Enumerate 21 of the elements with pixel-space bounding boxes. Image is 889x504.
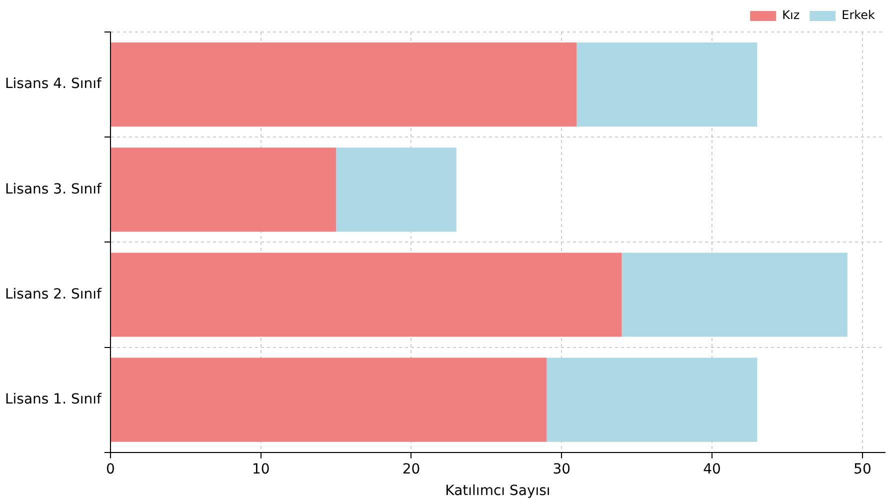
x-tick-label: 20 — [402, 461, 420, 478]
bar — [546, 358, 758, 442]
y-tick-label: Lisans 3. Sınıf — [4, 181, 103, 198]
legend-label: Kız — [782, 8, 800, 22]
bar — [110, 42, 577, 127]
y-tick-label: Lisans 1. Sınıf — [4, 391, 103, 408]
x-tick-label: 50 — [854, 461, 872, 478]
bar — [576, 42, 758, 127]
x-tick-label: 10 — [252, 461, 270, 478]
bar — [110, 252, 622, 337]
legend-label: Erkek — [842, 8, 876, 22]
x-axis-title: Katılımcı Sayısı — [445, 483, 550, 500]
bar — [110, 148, 336, 232]
x-tick-label: 30 — [552, 461, 571, 478]
bar — [110, 358, 547, 442]
x-tick-label: 0 — [106, 461, 115, 478]
bar — [622, 252, 848, 337]
y-tick-label: Lisans 2. Sınıf — [4, 286, 103, 302]
bar — [336, 148, 456, 232]
x-tick-label: 40 — [703, 461, 721, 478]
y-tick-label: Lisans 4. Sınıf — [4, 76, 103, 92]
